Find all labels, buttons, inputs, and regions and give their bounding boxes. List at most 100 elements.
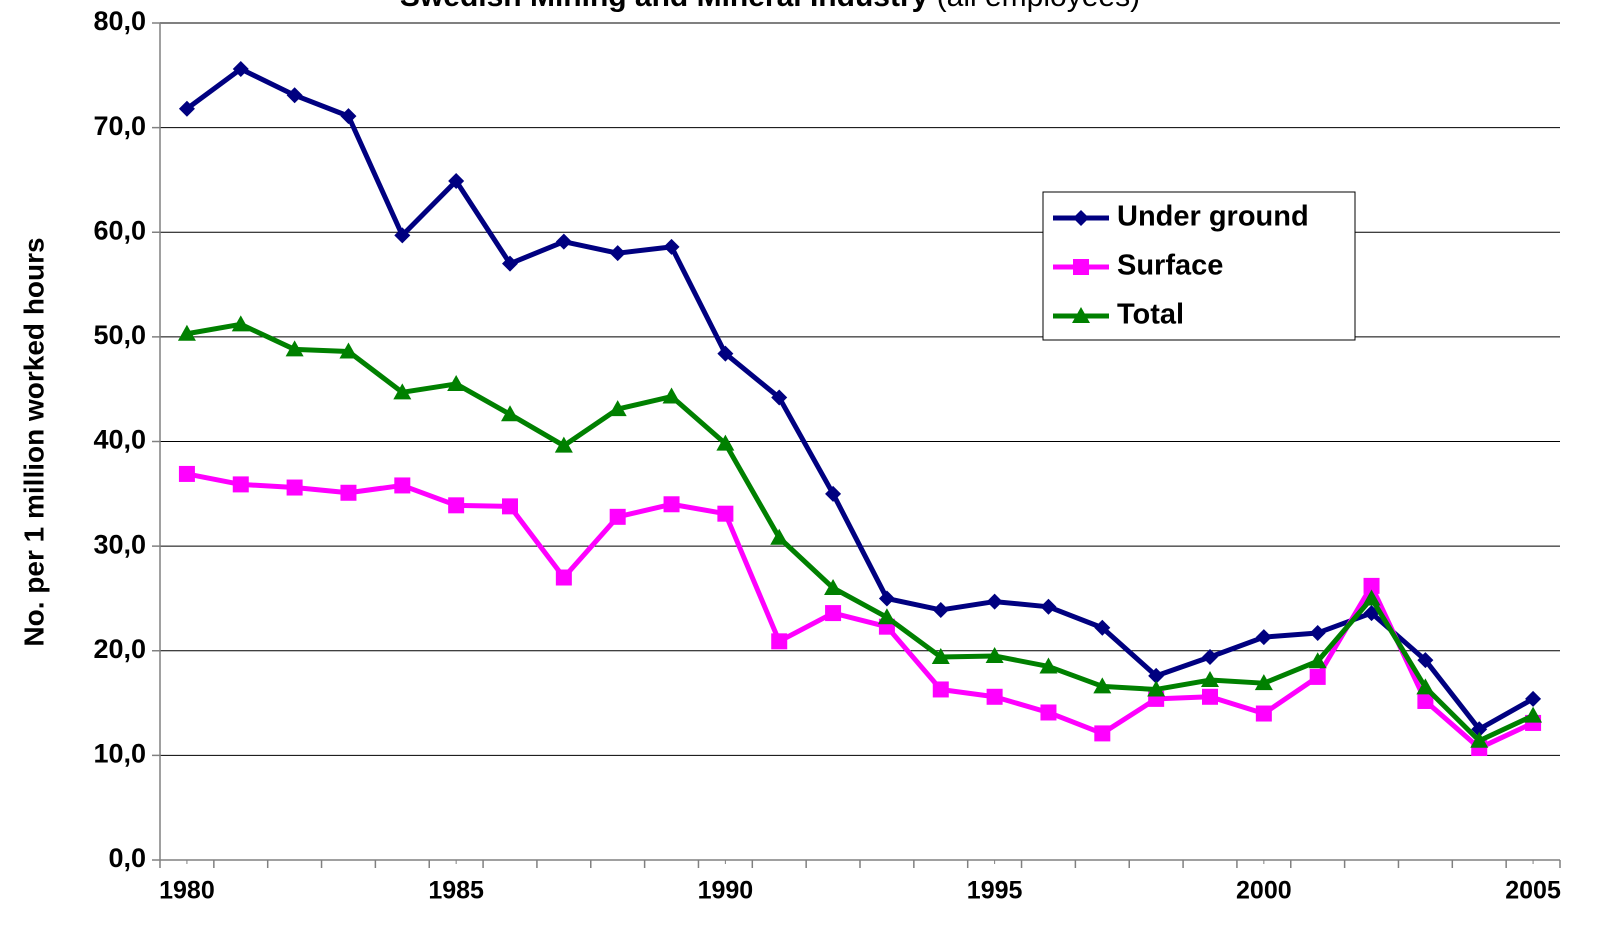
title: Swedish Mining and Mineral Industry	[400, 0, 929, 13]
marker	[285, 340, 304, 357]
marker	[1201, 671, 1219, 688]
legend-label: Surface	[1117, 250, 1223, 282]
marker	[286, 479, 303, 496]
marker	[717, 505, 734, 522]
legend-label: Total	[1117, 299, 1184, 331]
marker	[824, 578, 843, 595]
marker	[609, 245, 626, 262]
marker	[1094, 725, 1111, 742]
marker	[1147, 680, 1166, 697]
marker	[663, 496, 680, 513]
marker	[178, 100, 195, 117]
y-tick-label: 40,0	[93, 425, 146, 455]
marker	[447, 374, 466, 391]
marker	[1363, 577, 1380, 594]
marker	[662, 387, 681, 404]
marker	[177, 324, 196, 341]
marker	[1524, 706, 1543, 723]
marker	[1470, 731, 1489, 748]
marker	[1525, 690, 1542, 707]
marker	[502, 255, 518, 272]
marker	[394, 227, 411, 244]
marker	[985, 646, 1004, 663]
marker	[1040, 598, 1057, 615]
marker	[663, 238, 680, 255]
marker	[877, 608, 896, 625]
marker	[393, 383, 412, 400]
marker	[340, 484, 357, 501]
marker	[554, 436, 573, 453]
marker	[1148, 667, 1165, 684]
y-tick-label: 30,0	[93, 529, 146, 559]
marker	[932, 601, 949, 618]
y-tick-label: 20,0	[93, 634, 146, 664]
marker	[555, 233, 572, 250]
marker	[986, 593, 1003, 610]
x-tick-label: 1995	[967, 877, 1023, 905]
chart-title: Swedish Mining and Mineral Industry (all…	[400, 0, 1140, 13]
marker	[1072, 307, 1090, 323]
marker	[1362, 589, 1381, 606]
marker	[340, 108, 357, 125]
marker	[932, 681, 949, 698]
marker	[1255, 629, 1272, 646]
marker	[986, 688, 1003, 705]
marker	[232, 476, 249, 493]
x-tick-label: 1990	[698, 877, 754, 905]
series-line	[186, 321, 1535, 744]
marker	[1039, 657, 1058, 674]
marker	[1416, 678, 1435, 695]
marker	[1073, 259, 1089, 275]
marker	[608, 400, 627, 417]
marker	[771, 633, 788, 650]
marker	[931, 648, 950, 665]
marker	[394, 477, 411, 494]
series-line	[185, 66, 1535, 732]
marker	[232, 61, 249, 78]
marker	[555, 569, 572, 586]
legend-label: Under ground	[1117, 201, 1309, 233]
marker	[1471, 721, 1488, 738]
marker	[609, 508, 626, 525]
series-line	[186, 471, 1535, 751]
x-tick-label: 1980	[159, 877, 215, 905]
marker	[178, 465, 195, 482]
marker	[1254, 674, 1273, 691]
y-tick-label: 80,0	[93, 6, 146, 36]
marker	[825, 605, 842, 622]
subtitle: (all employees)	[937, 0, 1140, 13]
y-tick-label: 0,0	[108, 843, 146, 873]
y-axis-label: No. per 1 million worked hours	[18, 237, 49, 646]
marker	[1202, 649, 1218, 666]
marker	[339, 342, 358, 359]
marker	[1309, 668, 1326, 685]
marker	[231, 315, 250, 332]
marker	[1073, 210, 1089, 226]
x-tick-label: 1985	[428, 877, 484, 905]
marker	[825, 485, 842, 502]
marker	[717, 345, 734, 362]
marker	[1255, 705, 1272, 722]
marker	[502, 498, 518, 515]
marker	[501, 405, 519, 422]
marker	[286, 87, 303, 104]
marker	[1202, 688, 1218, 705]
marker	[1094, 619, 1111, 636]
marker	[1093, 677, 1112, 694]
marker	[1308, 652, 1327, 669]
marker	[878, 590, 895, 607]
y-tick-label: 10,0	[93, 739, 146, 769]
x-tick-label: 2005	[1505, 877, 1561, 905]
marker	[1040, 704, 1057, 721]
marker	[716, 434, 735, 451]
y-tick-label: 60,0	[93, 215, 146, 245]
y-tick-label: 50,0	[93, 320, 146, 350]
marker	[1417, 692, 1434, 709]
marker	[771, 389, 788, 406]
marker	[1309, 624, 1326, 641]
x-tick-label: 2000	[1236, 877, 1292, 905]
marker	[1417, 652, 1434, 669]
marker	[448, 497, 465, 514]
marker	[770, 528, 789, 545]
